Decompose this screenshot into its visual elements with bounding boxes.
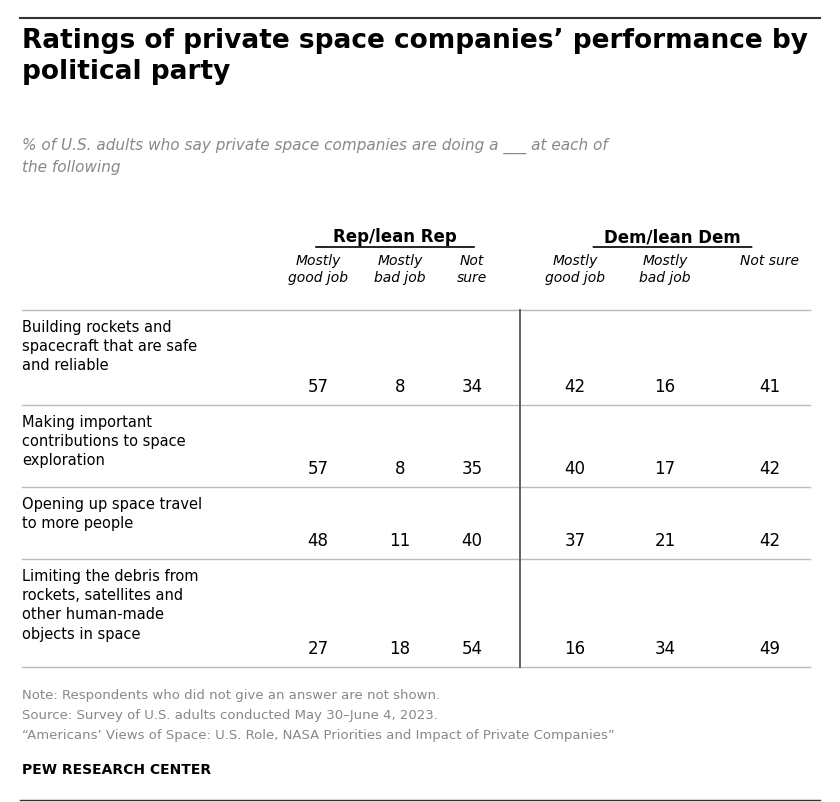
Text: 34: 34 — [654, 640, 675, 658]
Text: Limiting the debris from
rockets, satellites and
other human-made
objects in spa: Limiting the debris from rockets, satell… — [22, 569, 198, 642]
Text: Not
sure: Not sure — [457, 254, 487, 286]
Text: Building rockets and
spacecraft that are safe
and reliable: Building rockets and spacecraft that are… — [22, 320, 197, 374]
Text: Rep/lean Rep: Rep/lean Rep — [333, 228, 457, 246]
Text: Dem/lean Dem: Dem/lean Dem — [604, 228, 741, 246]
Text: Ratings of private space companies’ performance by
political party: Ratings of private space companies’ perf… — [22, 28, 808, 85]
Text: % of U.S. adults who say private space companies are doing a ___ at each of
the : % of U.S. adults who say private space c… — [22, 138, 608, 175]
Text: 34: 34 — [461, 378, 482, 396]
Text: “Americans’ Views of Space: U.S. Role, NASA Priorities and Impact of Private Com: “Americans’ Views of Space: U.S. Role, N… — [22, 729, 615, 742]
Text: 41: 41 — [759, 378, 780, 396]
Text: Mostly
bad job: Mostly bad job — [375, 254, 426, 286]
Text: 40: 40 — [564, 460, 585, 478]
Text: 48: 48 — [307, 532, 328, 550]
Text: 35: 35 — [461, 460, 482, 478]
Text: 40: 40 — [461, 532, 482, 550]
Text: 37: 37 — [564, 532, 585, 550]
Text: 49: 49 — [759, 640, 780, 658]
Text: Not sure: Not sure — [741, 254, 800, 268]
Text: Mostly
good job: Mostly good job — [288, 254, 348, 286]
Text: 21: 21 — [654, 532, 675, 550]
Text: 17: 17 — [654, 460, 675, 478]
Text: 16: 16 — [564, 640, 585, 658]
Text: 8: 8 — [395, 460, 405, 478]
Text: 18: 18 — [390, 640, 411, 658]
Text: Mostly
good job: Mostly good job — [545, 254, 605, 286]
Text: 8: 8 — [395, 378, 405, 396]
Text: PEW RESEARCH CENTER: PEW RESEARCH CENTER — [22, 763, 211, 777]
Text: 42: 42 — [759, 460, 780, 478]
Text: Mostly
bad job: Mostly bad job — [639, 254, 690, 286]
Text: 16: 16 — [654, 378, 675, 396]
Text: 11: 11 — [390, 532, 411, 550]
Text: Note: Respondents who did not give an answer are not shown.: Note: Respondents who did not give an an… — [22, 689, 440, 702]
Text: 54: 54 — [461, 640, 482, 658]
Text: 27: 27 — [307, 640, 328, 658]
Text: Source: Survey of U.S. adults conducted May 30–June 4, 2023.: Source: Survey of U.S. adults conducted … — [22, 709, 438, 722]
Text: Making important
contributions to space
exploration: Making important contributions to space … — [22, 415, 186, 468]
Text: 42: 42 — [564, 378, 585, 396]
Text: 57: 57 — [307, 460, 328, 478]
Text: 42: 42 — [759, 532, 780, 550]
Text: 57: 57 — [307, 378, 328, 396]
Text: Opening up space travel
to more people: Opening up space travel to more people — [22, 497, 202, 531]
